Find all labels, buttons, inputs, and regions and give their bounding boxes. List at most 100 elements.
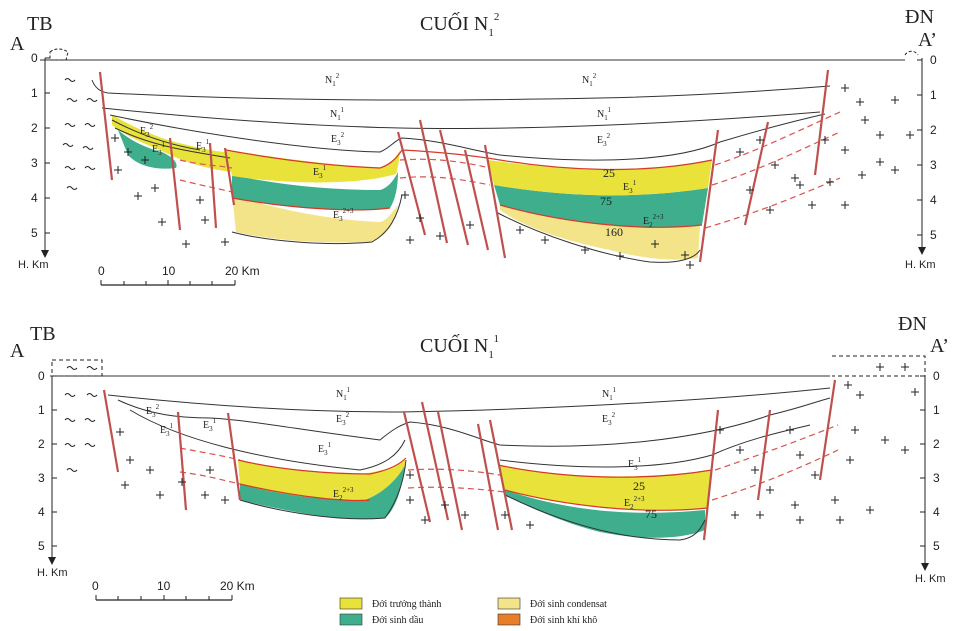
basement-plus-symbol — [796, 451, 804, 459]
layer-label: E32 — [331, 131, 345, 147]
basement-plus-symbol — [541, 236, 549, 244]
isotherm-dashed — [711, 449, 839, 501]
scale-label: 0 — [98, 264, 105, 278]
basement-plus-symbol — [846, 456, 854, 464]
basement-plus-symbol — [182, 240, 190, 248]
metamorphic-symbol — [84, 166, 96, 170]
metamorphic-symbol — [64, 393, 76, 397]
basement-plus-symbol — [856, 391, 864, 399]
scale-bar: 0 10 20 Km — [98, 264, 260, 286]
depth-tick-label: 2 — [930, 123, 937, 137]
mature-zone — [238, 460, 405, 500]
layer-label: E32+3 — [333, 207, 354, 223]
basement-plus-symbol — [686, 261, 694, 269]
basement-plus-symbol — [901, 446, 909, 454]
basement-plus-symbol — [221, 496, 229, 504]
depth-unit-left: H. Km — [18, 259, 49, 271]
legend-swatch — [497, 613, 521, 626]
layer-label: E31 — [203, 417, 217, 433]
scale-label: 20 Km — [225, 264, 260, 278]
metamorphic-symbol — [86, 98, 98, 102]
basement-plus-symbol — [791, 501, 799, 509]
layer-label: E32 — [336, 411, 350, 427]
oil-zone — [494, 185, 708, 228]
basement-plus-symbol — [751, 466, 759, 474]
basement-plus-symbol — [616, 252, 624, 260]
layer-label: E32 — [597, 132, 611, 148]
metamorphic-symbol — [82, 146, 94, 150]
basement-plus-symbol — [756, 511, 764, 519]
isotherm-value: 25 — [633, 479, 645, 493]
isotherm-line — [497, 464, 713, 478]
depth-tick-label: 5 — [38, 539, 45, 553]
basement-plus-symbol — [441, 501, 449, 509]
basement-plus-symbol — [831, 496, 839, 504]
horizon-line — [91, 79, 831, 101]
isotherm-dashed — [714, 424, 839, 471]
basement-plus-symbol — [756, 136, 764, 144]
depth-tick-label: 1 — [31, 86, 38, 100]
metamorphic-symbol — [64, 166, 76, 170]
basement-plus-symbol — [786, 426, 794, 434]
layer-label: E31 — [152, 141, 166, 157]
depth-axis-right: 0 1 2 3 4 5 — [917, 53, 937, 242]
layer-label: N11 — [597, 106, 611, 122]
metamorphic-symbol — [64, 123, 76, 127]
basement-plus-symbol — [771, 161, 779, 169]
scale-label: 20 Km — [220, 579, 255, 593]
legend-swatch — [339, 597, 363, 610]
basement-plus-symbol — [421, 516, 429, 524]
basement-plus-symbol — [196, 196, 204, 204]
section-top-left-direction: TB — [27, 13, 53, 35]
mature-zone — [226, 150, 400, 183]
depth-tick-label: 4 — [31, 191, 38, 205]
section-top-left-letter: A — [10, 33, 25, 55]
basement-plus-symbol — [911, 388, 919, 396]
metamorphic-symbol — [62, 143, 74, 147]
basement-plus-symbol — [461, 511, 469, 519]
layer-label: N12 — [582, 72, 597, 88]
fault-group — [102, 379, 837, 541]
basement-plus-symbol — [156, 491, 164, 499]
isotherm-dashed — [407, 468, 501, 476]
depth-tick-label: 2 — [933, 437, 940, 451]
isotherm-line — [231, 197, 391, 211]
metamorphic-symbol — [66, 468, 78, 472]
isotherm-value: 75 — [645, 507, 657, 521]
basement-plus-symbol — [201, 491, 209, 499]
basement-plus-symbol — [681, 251, 689, 259]
metamorphic-symbol — [84, 123, 96, 127]
basement-plus-symbol — [851, 426, 859, 434]
basement-plus-symbol — [841, 146, 849, 154]
layer-label: E32 — [602, 411, 616, 427]
oil-zone — [118, 130, 177, 169]
basement-plus-symbol — [116, 428, 124, 436]
basement-plus-symbol — [146, 466, 154, 474]
basement-plus-symbol — [858, 171, 866, 179]
depth-tick-label: 4 — [933, 505, 940, 519]
depth-tick-label: 3 — [38, 471, 45, 485]
scale-bar: 0 10 20 Km — [92, 579, 255, 601]
basement-line — [495, 211, 701, 263]
depth-tick-label: 3 — [31, 156, 38, 170]
basement-plus-symbol — [581, 246, 589, 254]
scale-label: 0 — [92, 579, 99, 593]
basement-plus-symbol — [876, 131, 884, 139]
depth-tick-label: 0 — [31, 51, 38, 65]
basement-line — [239, 459, 407, 520]
horizon-line — [499, 424, 811, 468]
depth-tick-label: 5 — [933, 539, 940, 553]
depth-tick-label: 5 — [31, 226, 38, 240]
layer-label: E31 — [318, 441, 332, 457]
layer-label: N11 — [602, 386, 616, 402]
basement-plus-symbol — [436, 232, 444, 240]
oil-zone — [232, 172, 398, 210]
basement-plus-symbol — [876, 363, 884, 371]
metamorphic-symbol — [86, 366, 98, 370]
section-bottom-right-direction: ĐN — [898, 313, 927, 335]
basement-plus-symbol — [766, 206, 774, 214]
metamorphic-symbol — [66, 186, 78, 190]
basement-plus-symbol — [406, 236, 414, 244]
basement-plus-symbol — [406, 471, 414, 479]
fault-group — [98, 69, 830, 263]
